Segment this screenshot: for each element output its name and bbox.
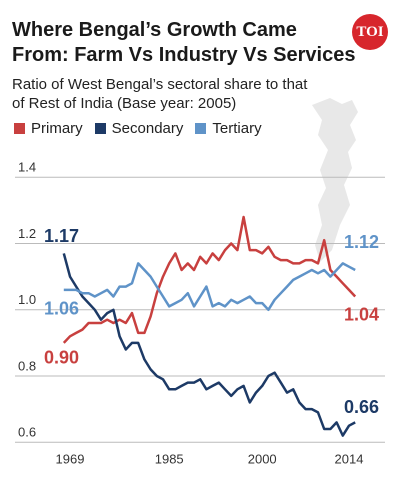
end-label: 1.04: [344, 304, 379, 324]
logo: TOI: [352, 14, 388, 50]
series-line: [62, 215, 357, 344]
legend-swatch: [195, 123, 207, 134]
y-tick-label: 1.0: [18, 292, 36, 307]
legend-swatch: [14, 123, 25, 134]
chart-subtitle: Ratio of West Bengal’s sectoral share to…: [12, 76, 308, 112]
legend: Primary Secondary Tertiary: [14, 120, 262, 137]
legend-label: Primary: [31, 120, 83, 137]
legend-item: Secondary: [94, 120, 184, 137]
chart-title: Where Bengal’s Growth Came From: Farm Vs…: [12, 19, 356, 66]
legend-item: Primary: [14, 120, 83, 137]
y-tick-label: 1.2: [18, 226, 36, 241]
y-tick-label: 1.4: [18, 160, 36, 175]
y-tick-label: 0.6: [18, 425, 36, 440]
x-tick-label: 1969: [56, 451, 85, 466]
x-tick-label: 2000: [248, 451, 277, 466]
end-label: 1.12: [344, 232, 379, 252]
legend-swatch: [94, 123, 106, 134]
start-label: 1.17: [44, 226, 79, 246]
series-line: [62, 253, 356, 437]
x-tick-label: 1985: [155, 451, 184, 466]
legend-label: Tertiary: [212, 120, 262, 137]
start-label: 1.06: [44, 299, 79, 319]
legend-item: Tertiary: [195, 120, 262, 137]
series-line: [63, 262, 356, 312]
legend-label: Secondary: [111, 120, 184, 137]
map-silhouette: [312, 98, 358, 262]
x-tick-label: 2014: [335, 451, 364, 466]
y-tick-label: 0.8: [18, 358, 36, 373]
start-label: 0.90: [44, 348, 79, 368]
end-label: 0.66: [344, 397, 379, 417]
